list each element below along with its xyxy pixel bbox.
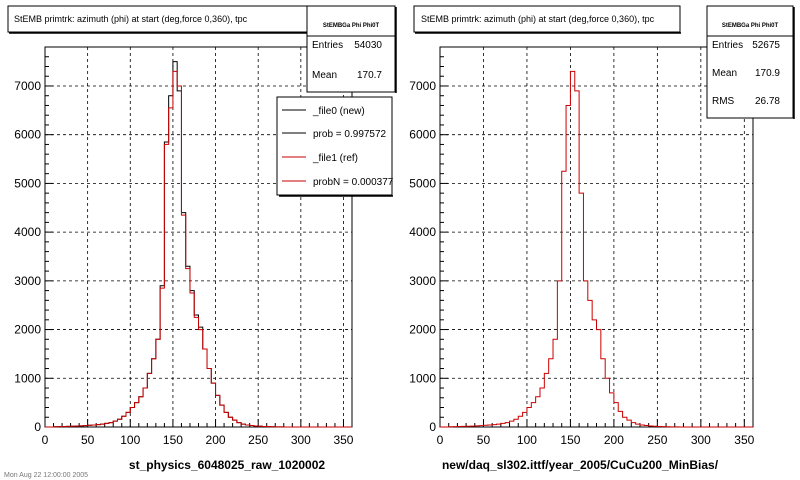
stats-name: StEMBGa Phi Phi0T	[722, 23, 779, 29]
stats-label: Mean	[712, 68, 737, 79]
stats-label: RMS	[712, 96, 735, 107]
plot-frame	[439, 46, 754, 428]
chart-title-box	[7, 5, 321, 33]
y-tick-label: 6000	[14, 128, 41, 142]
x-tick-label: 200	[604, 433, 624, 447]
y-tick-label: 0	[34, 420, 41, 434]
stats-label: Mean	[312, 70, 337, 81]
chart-title-box	[413, 5, 681, 33]
chart-title: StEMB primtrk: azimuth (phi) at start (d…	[14, 14, 248, 24]
legend-label: _file1 (ref)	[312, 153, 358, 164]
stats-box	[306, 5, 396, 93]
stats-label: Entries	[312, 40, 343, 51]
x-tick-label: 0	[437, 433, 444, 447]
stats-value: 170.7	[357, 70, 382, 81]
x-tick-label: 150	[163, 433, 183, 447]
stats-label: Entries	[712, 40, 743, 51]
x-tick-label: 100	[120, 433, 140, 447]
x-axis-title: new/daq_sl302.ittf/year_2005/CuCu200_Min…	[442, 458, 719, 472]
y-tick-label: 2000	[409, 323, 436, 337]
y-tick-label: 1000	[409, 371, 436, 385]
x-tick-label: 350	[333, 433, 353, 447]
y-tick-label: 1000	[14, 371, 41, 385]
x-tick-label: 50	[81, 433, 95, 447]
histogram-series	[440, 70, 753, 428]
y-tick-label: 4000	[14, 225, 41, 239]
x-axis-title: st_physics_6048025_raw_1020002	[129, 458, 325, 472]
y-tick-label: 5000	[14, 176, 41, 190]
x-tick-label: 150	[560, 433, 580, 447]
x-tick-label: 350	[734, 433, 754, 447]
stats-box	[706, 5, 794, 119]
histogram-series	[45, 70, 352, 428]
legend-label: probN = 0.000377	[313, 177, 394, 188]
x-tick-label: 0	[42, 433, 49, 447]
x-tick-label: 300	[691, 433, 711, 447]
stats-value: 170.9	[755, 68, 780, 79]
x-tick-label: 200	[206, 433, 226, 447]
y-tick-label: 4000	[409, 225, 436, 239]
x-tick-label: 300	[291, 433, 311, 447]
x-tick-label: 250	[647, 433, 667, 447]
legend-box	[276, 96, 393, 196]
y-tick-label: 7000	[14, 79, 41, 93]
x-tick-label: 50	[477, 433, 491, 447]
legend-label: _file0 (new)	[312, 106, 365, 117]
y-tick-label: 3000	[14, 274, 41, 288]
footer-timestamp: Mon Aug 22 12:00:00 2005	[4, 472, 88, 479]
x-tick-label: 100	[517, 433, 537, 447]
stats-value: 52675	[752, 40, 780, 51]
x-tick-label: 250	[248, 433, 268, 447]
chart-title: StEMB primtrk: azimuth (phi) at start (d…	[421, 14, 655, 24]
stats-value: 54030	[354, 40, 382, 51]
y-tick-label: 2000	[14, 323, 41, 337]
legend-label: prob = 0.997572	[313, 129, 387, 140]
stats-value: 26.78	[755, 96, 780, 107]
y-tick-label: 0	[429, 420, 436, 434]
y-tick-label: 7000	[409, 79, 436, 93]
stats-name: StEMBGa Phi Phi0T	[323, 23, 380, 29]
y-tick-label: 6000	[409, 128, 436, 142]
y-tick-label: 5000	[409, 176, 436, 190]
y-tick-label: 3000	[409, 274, 436, 288]
